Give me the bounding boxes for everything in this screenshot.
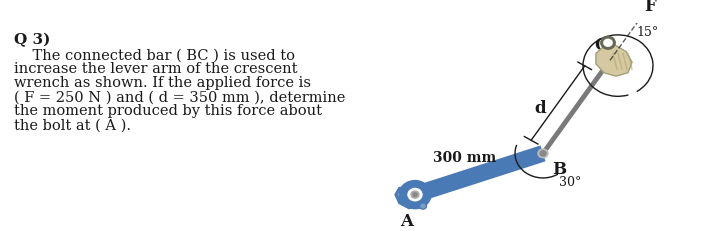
Circle shape [421,204,425,208]
Text: ( F = 250 N ) and ( d = 350 mm ), determine: ( F = 250 N ) and ( d = 350 mm ), determ… [14,90,345,104]
Text: increase the lever arm of the crescent: increase the lever arm of the crescent [14,62,297,76]
Text: the moment produced by this force about: the moment produced by this force about [14,104,322,118]
Text: d: d [534,100,546,116]
Text: The connected bar ( BC ) is used to: The connected bar ( BC ) is used to [14,48,295,62]
Circle shape [419,203,426,209]
Circle shape [413,193,417,197]
Circle shape [540,151,546,156]
Text: 300 mm: 300 mm [434,150,497,164]
Text: F: F [645,0,656,15]
Text: A: A [401,212,414,229]
Circle shape [408,189,422,201]
Polygon shape [395,188,417,209]
Circle shape [411,191,419,198]
Text: B: B [552,160,566,177]
Ellipse shape [605,40,612,47]
Text: the bolt at ( A ).: the bolt at ( A ). [14,118,131,132]
Text: Q 3): Q 3) [14,33,50,47]
Text: 15°: 15° [636,26,658,39]
Circle shape [399,181,431,209]
Text: C: C [594,36,607,54]
Text: wrench as shown. If the applied force is: wrench as shown. If the applied force is [14,76,311,90]
Circle shape [538,149,548,158]
Text: 30°: 30° [559,175,582,188]
Polygon shape [596,45,632,77]
Ellipse shape [602,38,615,49]
